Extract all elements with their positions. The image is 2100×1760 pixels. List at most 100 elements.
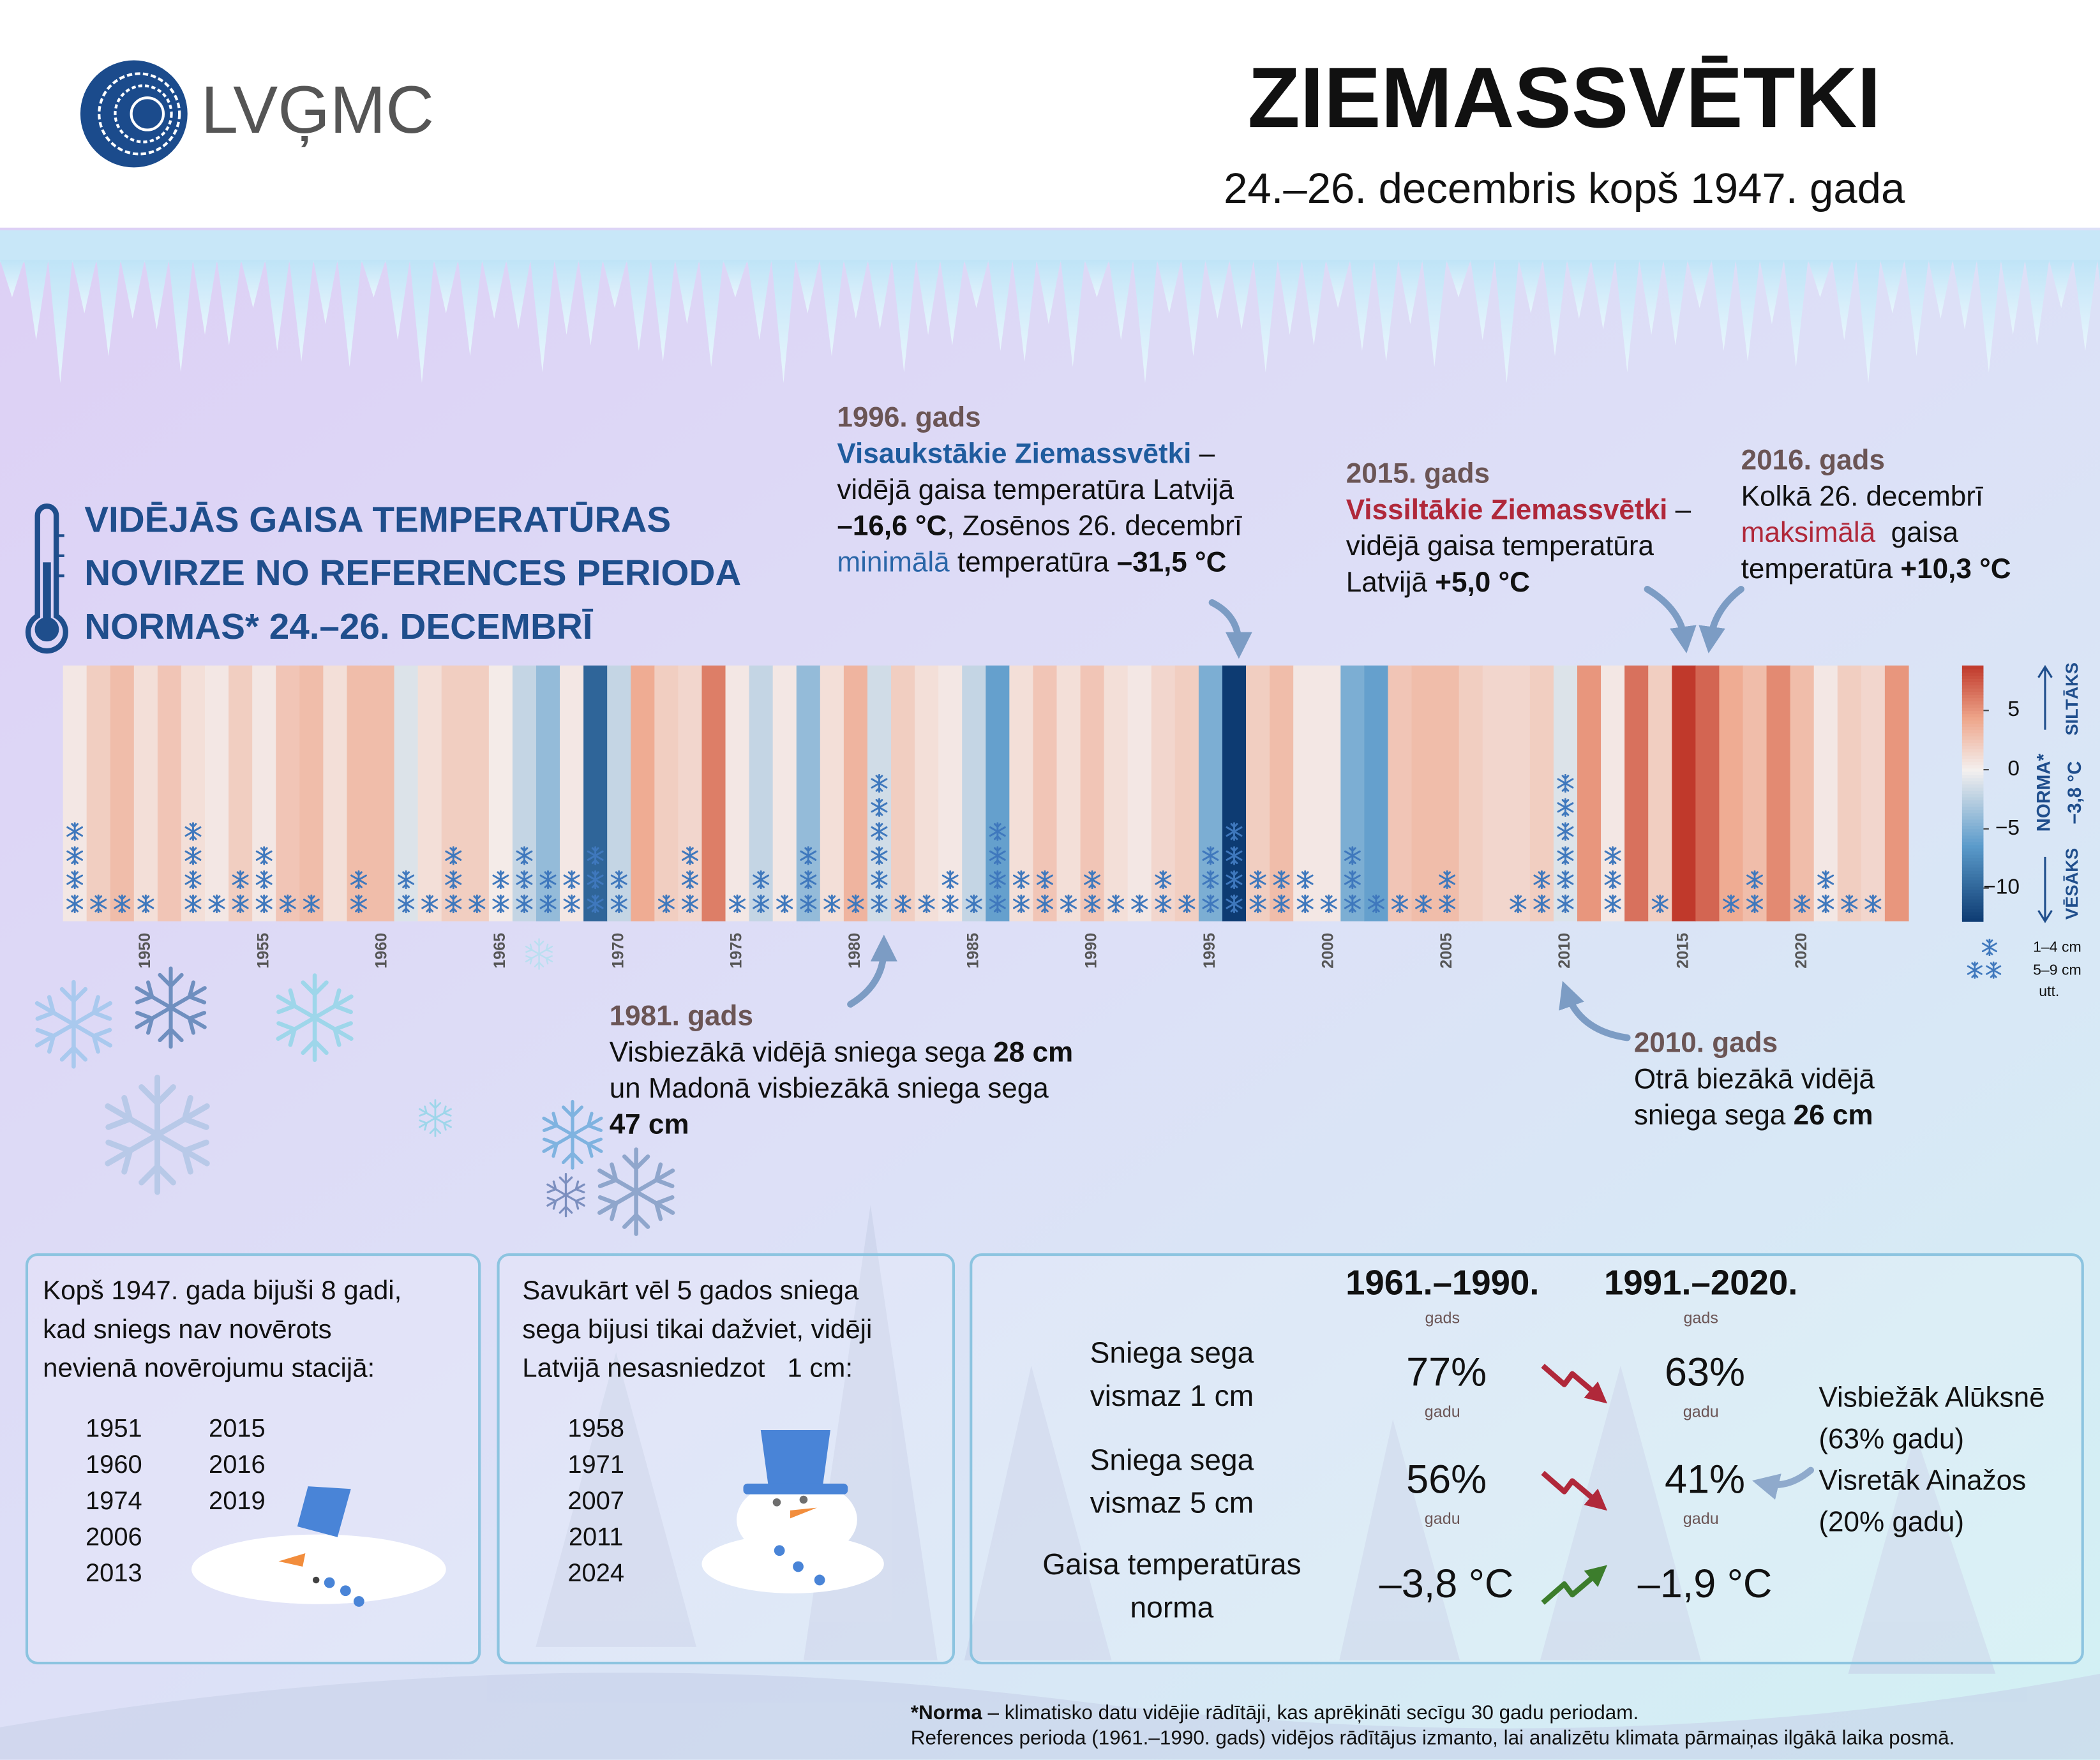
temperature-stripe bbox=[205, 665, 229, 921]
temperature-stripe bbox=[725, 665, 750, 921]
annotation-line-part: gaisa bbox=[1875, 517, 1958, 548]
annotation-line: Latvijā +5,0 °C bbox=[1346, 567, 1530, 598]
annotation-arrows bbox=[847, 586, 1815, 1500]
icicle bbox=[0, 260, 24, 297]
panel-year: 1951 bbox=[86, 1414, 142, 1442]
icicle bbox=[169, 260, 193, 373]
annotation-line-part: –31,5 °C bbox=[1117, 546, 1227, 578]
colorbar-segment bbox=[1961, 678, 1984, 682]
colorbar-segment bbox=[1961, 809, 1984, 814]
annotation-title: 1981. gads bbox=[610, 1000, 753, 1031]
panel-text: kad sniegs nav novērots bbox=[43, 1314, 331, 1344]
temperature-stripe bbox=[820, 665, 844, 921]
colorbar-segment bbox=[1961, 774, 1984, 779]
panel bbox=[497, 1253, 956, 1665]
icicle bbox=[1157, 260, 1181, 314]
annotation-line-part: vidējā gaisa temperatūra Latvijā bbox=[837, 474, 1234, 505]
footnote-line-part: References perioda (1961.–1990. gads) vi… bbox=[911, 1727, 1955, 1749]
colorbar-segment bbox=[1961, 752, 1984, 756]
temperature-stripe bbox=[1482, 665, 1507, 921]
icicle bbox=[458, 260, 483, 357]
annotation-title: 2010. gads bbox=[1634, 1027, 1778, 1058]
colorbar-segment bbox=[1961, 886, 1984, 890]
panel-text: nevienā novērojumu stacijā: bbox=[43, 1353, 375, 1383]
colorbar-segment bbox=[1961, 681, 1984, 685]
annotation-line-part: Visbiezākā vidējā sniega sega bbox=[610, 1036, 994, 1068]
icicle bbox=[1832, 260, 1857, 340]
panel-text: Latvijā nesasniedzot 1 cm: bbox=[522, 1353, 853, 1383]
colorbar-segment bbox=[1961, 860, 1984, 865]
icicle bbox=[2073, 260, 2097, 351]
colorbar-segment bbox=[1961, 713, 1984, 718]
panel-year: 2015 bbox=[209, 1414, 266, 1442]
norms-note: Visretāk Ainažos bbox=[1819, 1465, 2026, 1496]
temperature-stripe bbox=[654, 665, 679, 921]
icicle bbox=[747, 260, 772, 340]
colorbar-segment bbox=[1961, 706, 1984, 712]
colorbar-norm-value: −3,8 °C bbox=[2064, 761, 2085, 824]
colorbar-segment bbox=[1961, 803, 1984, 807]
colorbar-segment bbox=[1961, 876, 1984, 881]
annotation-line-part: Visaukstākie Ziemassvētki bbox=[837, 438, 1191, 469]
colorbar-segment bbox=[1961, 806, 1984, 810]
icicle bbox=[1494, 260, 1519, 384]
temperature-stripe bbox=[1127, 665, 1152, 921]
icicle bbox=[1783, 260, 1808, 367]
period-header: 1961.–1990. bbox=[1346, 1264, 1539, 1302]
icicle bbox=[386, 260, 410, 340]
colorbar-segment bbox=[1961, 787, 1984, 791]
colorbar-segment bbox=[1961, 784, 1984, 788]
panel-text: Savukārt vēl 5 gados sniega bbox=[522, 1275, 859, 1305]
temperature-stripe bbox=[1695, 665, 1720, 921]
annotation-line-part: +5,0 °C bbox=[1435, 567, 1530, 598]
melted-snowman bbox=[191, 1486, 446, 1607]
ice-band bbox=[0, 230, 2100, 263]
annotation-line: Kolkā 26. decembrī bbox=[1741, 481, 1984, 512]
temperature-stripe bbox=[1506, 665, 1531, 921]
colorbar-segment bbox=[1961, 867, 1984, 871]
icicle bbox=[1133, 260, 1157, 384]
colorbar-segment bbox=[1961, 838, 1984, 842]
panel-year: 2016 bbox=[209, 1451, 266, 1479]
annotation-line-part: temperatūra bbox=[950, 546, 1117, 578]
panel-year: 1974 bbox=[86, 1487, 142, 1515]
panel-text: Kopš 1947. gada bijuši 8 gadi, bbox=[43, 1275, 401, 1305]
norms-note: (20% gadu) bbox=[1819, 1506, 1964, 1537]
icicle bbox=[843, 260, 868, 319]
icicle bbox=[964, 260, 989, 308]
annotation-line: minimālā temperatūra –31,5 °C bbox=[837, 546, 1226, 578]
x-tick-label: 1995 bbox=[1201, 933, 1219, 969]
colorbar-segment bbox=[1961, 723, 1984, 727]
colorbar-segment bbox=[1961, 777, 1984, 782]
annotation-line-part: – bbox=[1191, 438, 1215, 469]
icicle bbox=[1856, 260, 1880, 384]
icicle bbox=[675, 260, 700, 324]
icicle bbox=[2000, 260, 2025, 335]
temperature-stripe bbox=[133, 665, 158, 921]
chart-title-line: NOVIRZE NO REFERENCES PERIODA bbox=[84, 553, 741, 593]
temperature-stripe bbox=[86, 665, 111, 921]
annotation-line: vidējā gaisa temperatūra Latvijā bbox=[837, 474, 1234, 505]
annotation-line-part: sniega sega bbox=[1634, 1100, 1794, 1131]
norms-note: Visbiežāk Alūksnē bbox=[1819, 1382, 2044, 1413]
panel bbox=[25, 1253, 481, 1665]
colorbar-segment bbox=[1961, 697, 1984, 702]
colorbar-segment bbox=[1961, 816, 1984, 820]
icicle bbox=[867, 260, 892, 330]
colorbar-segment bbox=[1961, 736, 1984, 740]
temperature-stripe bbox=[891, 665, 915, 921]
temperature-stripe bbox=[1459, 665, 1483, 921]
panel-year: 2011 bbox=[569, 1523, 624, 1551]
colorbar-segment bbox=[1961, 780, 1984, 785]
icicle bbox=[2025, 260, 2050, 346]
row-label: vismaz 1 cm bbox=[1090, 1379, 1254, 1412]
annotation-line: un Madonā visbiezākā sniega sega bbox=[610, 1073, 1049, 1104]
icicle bbox=[1326, 260, 1350, 308]
period-unit: gads bbox=[1425, 1309, 1460, 1327]
chart-title-line: VIDĒJĀS GAISA TEMPERATŪRAS bbox=[84, 500, 671, 540]
colorbar-segment bbox=[1961, 812, 1984, 817]
icicle bbox=[1277, 260, 1302, 335]
colorbar-segment bbox=[1961, 703, 1984, 708]
icicle bbox=[482, 260, 507, 319]
